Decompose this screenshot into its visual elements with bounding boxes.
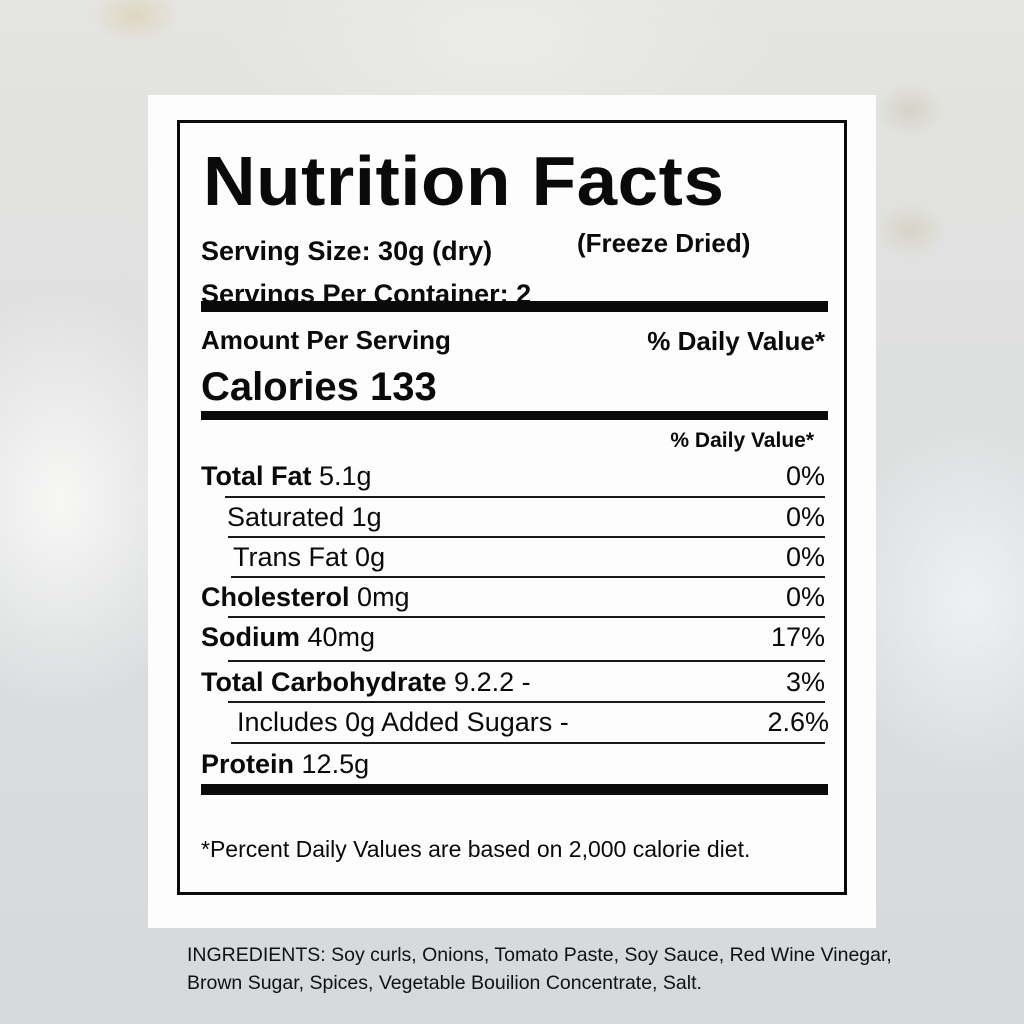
nutrient-row-sodium: Sodium 40mg 17% xyxy=(201,617,825,657)
nutrient-name: Cholesterol xyxy=(201,582,350,612)
daily-value-header: % Daily Value* xyxy=(647,326,825,356)
daily-value-footnote: *Percent Daily Values are based on 2,000… xyxy=(201,836,751,862)
ingredients-list: INGREDIENTS: Soy curls, Onions, Tomato P… xyxy=(187,941,1017,997)
thick-divider-calories xyxy=(201,411,828,420)
calories: Calories 133 xyxy=(201,365,437,409)
nutrient-name: Trans Fat xyxy=(233,542,348,572)
nutrient-row-protein: Protein 12.5g xyxy=(201,744,825,784)
row-divider xyxy=(231,742,825,744)
nutrient-daily-value: 0% xyxy=(785,582,825,612)
ingredients-line-2: Brown Sugar, Spices, Vegetable Bouilion … xyxy=(187,972,702,994)
nutrient-daily-value: 0% xyxy=(785,542,825,572)
amount-per-serving-label: Amount Per Serving xyxy=(201,325,451,355)
nutrient-amount: 9.2.2 - xyxy=(454,667,531,697)
nutrient-name: Total Fat xyxy=(201,461,312,491)
preparation-note: (Freeze Dried) xyxy=(577,228,751,258)
nutrient-daily-value: 2.6% xyxy=(767,707,829,737)
row-divider xyxy=(225,496,825,498)
label-title: Nutrition Facts xyxy=(203,142,725,220)
nutrition-label-card: Nutrition Facts Serving Size: 30g (dry) … xyxy=(148,95,876,928)
row-divider xyxy=(231,576,825,578)
nutrient-amount: 40mg xyxy=(307,622,376,652)
nutrient-amount: 0mg xyxy=(357,582,410,612)
nutrient-row-added-sugars: Includes 0g Added Sugars - 2.6% xyxy=(201,702,829,742)
thick-divider-bottom xyxy=(201,784,828,795)
nutrient-name: Saturated xyxy=(227,502,345,532)
nutrient-row-total-fat: Total Fat 5.1g 0% xyxy=(201,456,825,496)
nutrient-row-trans-fat: Trans Fat 0g 0% xyxy=(201,537,825,577)
nutrient-amount: 5.1g xyxy=(319,461,372,491)
nutrient-row-cholesterol: Cholesterol 0mg 0% xyxy=(201,577,825,617)
nutrient-amount: 0g xyxy=(355,542,386,572)
row-divider xyxy=(228,701,825,703)
serving-size: Serving Size: 30g (dry) xyxy=(201,236,493,266)
row-divider xyxy=(228,616,825,618)
row-divider xyxy=(228,660,825,662)
nutrient-row-saturated-fat: Saturated 1g 0% xyxy=(201,497,825,537)
nutrient-amount: 1g xyxy=(351,502,382,532)
ingredients-line-1: INGREDIENTS: Soy curls, Onions, Tomato P… xyxy=(187,944,892,966)
thick-divider-top xyxy=(201,301,828,312)
nutrient-daily-value: 0% xyxy=(785,502,825,532)
nutrient-name: Total Carbohydrate xyxy=(201,667,447,697)
daily-value-subheader: % Daily Value* xyxy=(670,429,814,452)
nutrient-name: Includes 0g Added Sugars - xyxy=(237,707,569,737)
nutrient-daily-value: 3% xyxy=(785,667,825,697)
nutrient-row-total-carbohydrate: Total Carbohydrate 9.2.2 - 3% xyxy=(201,662,825,702)
nutrient-name: Protein xyxy=(201,749,295,779)
nutrient-daily-value: 0% xyxy=(785,461,825,491)
nutrient-daily-value: 17% xyxy=(770,622,825,652)
row-divider xyxy=(228,536,825,538)
nutrient-name: Sodium xyxy=(201,622,300,652)
nutrition-facts-panel: Nutrition Facts Serving Size: 30g (dry) … xyxy=(177,120,847,895)
nutrient-amount: 12.5g xyxy=(301,749,370,779)
